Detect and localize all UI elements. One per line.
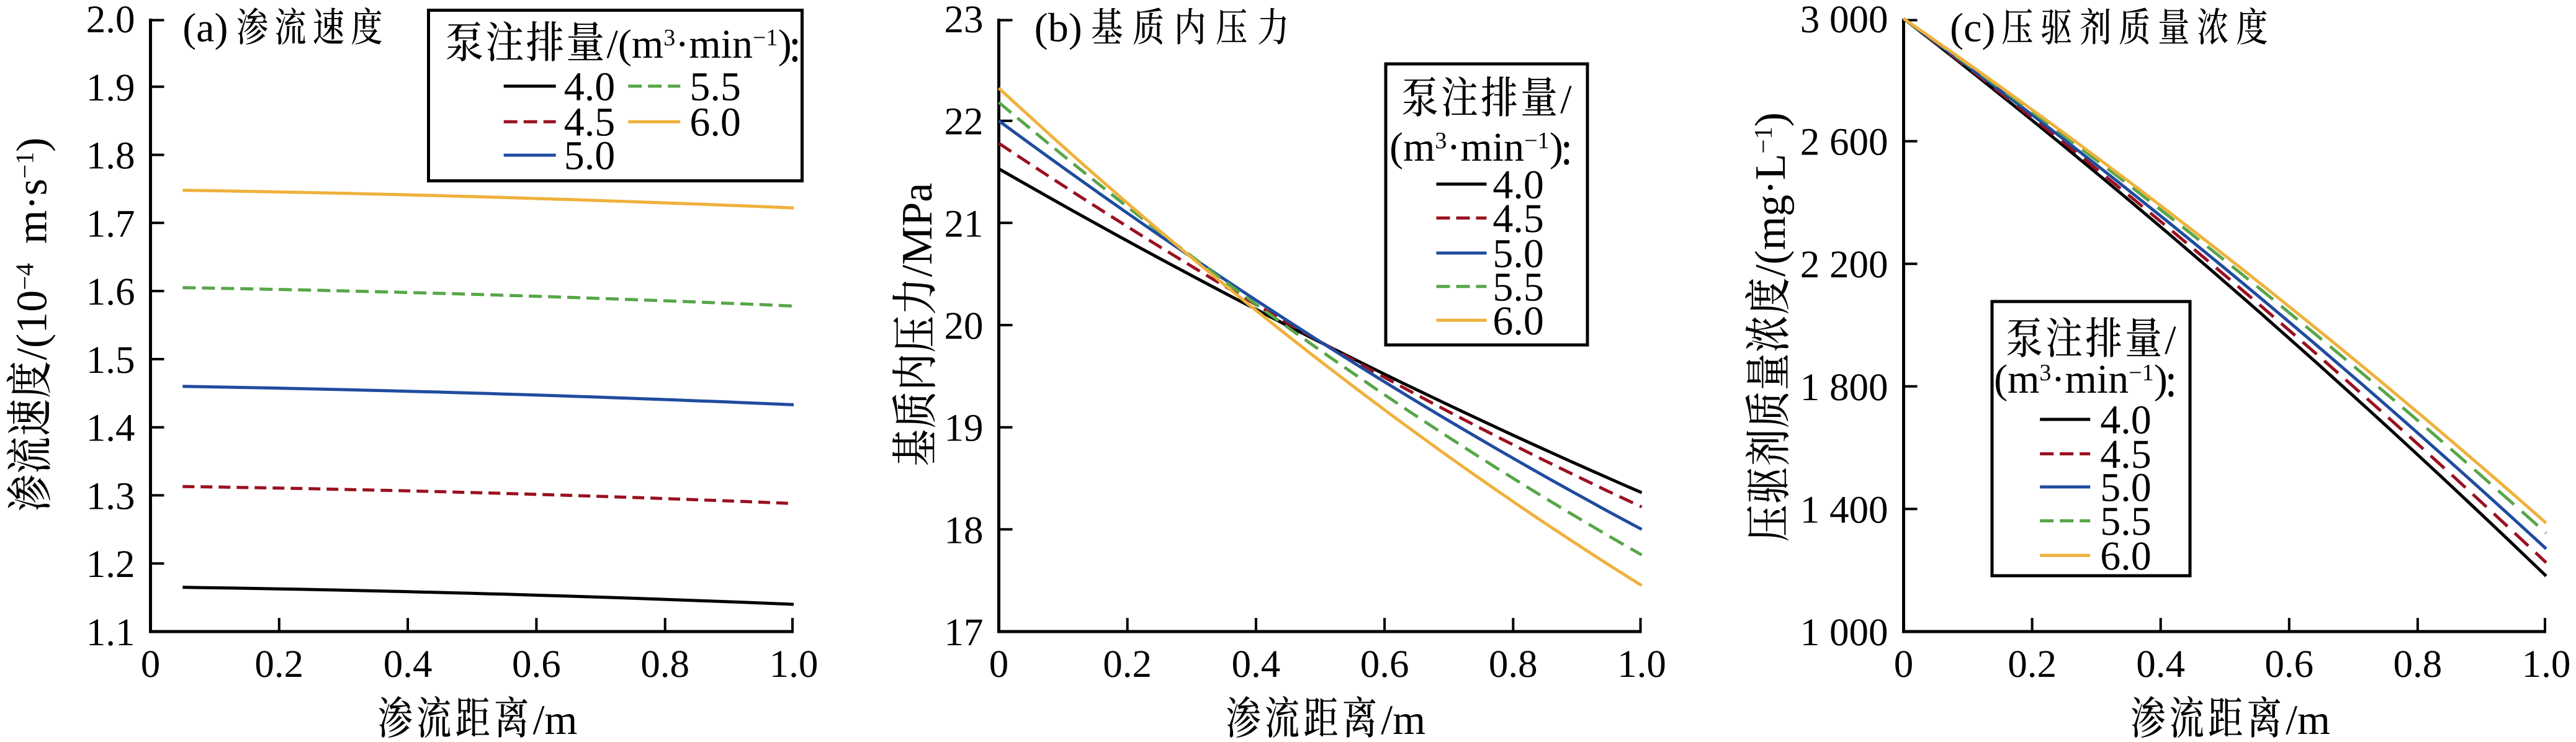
svg-text:0.2: 0.2: [2008, 642, 2057, 686]
svg-text:0.6: 0.6: [512, 642, 561, 686]
svg-text:/MPa: /MPa: [894, 183, 941, 277]
svg-text:): ): [1747, 112, 1795, 127]
svg-text:0.8: 0.8: [2394, 642, 2443, 686]
svg-text:5.0: 5.0: [2100, 465, 2152, 510]
svg-text:0.8: 0.8: [640, 642, 689, 686]
svg-text:/m: /m: [533, 696, 578, 742]
svg-text:5.0: 5.0: [1492, 231, 1544, 276]
svg-text:/(m: /(m: [607, 22, 664, 67]
svg-text:4.0: 4.0: [2100, 398, 2152, 443]
svg-text:0: 0: [1894, 642, 1914, 686]
svg-text:0: 0: [141, 642, 160, 686]
svg-text:6.0: 6.0: [1492, 298, 1544, 344]
svg-text:0.6: 0.6: [1360, 642, 1409, 686]
svg-text:4.0: 4.0: [564, 64, 616, 109]
svg-text:−1: −1: [2129, 360, 2153, 386]
svg-text:19: 19: [945, 406, 984, 450]
svg-text:0.8: 0.8: [1489, 642, 1538, 686]
svg-text:1.7: 1.7: [86, 202, 135, 245]
svg-text:(m: (m: [1389, 125, 1435, 170]
svg-text:(c): (c): [1950, 6, 1995, 51]
svg-text:3: 3: [1435, 128, 1447, 154]
svg-text:2 600: 2 600: [1800, 120, 1888, 164]
svg-text:1.5: 1.5: [86, 338, 135, 382]
svg-text:20: 20: [945, 304, 984, 347]
svg-text:1.0: 1.0: [2522, 642, 2571, 686]
svg-text:/: /: [1560, 77, 1572, 122]
svg-text:1 000: 1 000: [1800, 610, 1888, 654]
svg-text:): ): [2154, 357, 2168, 402]
svg-text:): ): [778, 22, 792, 67]
svg-text:1.4: 1.4: [86, 406, 135, 450]
svg-text:0.4: 0.4: [1232, 642, 1281, 686]
svg-text:0.4: 0.4: [2136, 642, 2185, 686]
svg-text:5.5: 5.5: [1492, 264, 1544, 310]
svg-text:0: 0: [989, 642, 1009, 686]
svg-text:): ): [9, 137, 56, 151]
svg-text:−1: −1: [1524, 128, 1549, 154]
svg-text:5.5: 5.5: [689, 64, 741, 109]
svg-text:17: 17: [945, 610, 984, 654]
svg-text:1.0: 1.0: [1617, 642, 1666, 686]
svg-text:1.6: 1.6: [86, 270, 135, 313]
svg-text:·min: ·min: [2052, 357, 2129, 402]
svg-text:−1: −1: [1749, 127, 1777, 154]
svg-text:/m: /m: [2286, 696, 2330, 742]
svg-text:·min: ·min: [1447, 125, 1525, 170]
svg-text:1.8: 1.8: [86, 134, 135, 177]
svg-text:1.9: 1.9: [86, 66, 135, 109]
svg-text:1.1: 1.1: [86, 610, 135, 654]
svg-text:−1: −1: [11, 151, 39, 179]
svg-text:4.5: 4.5: [1492, 196, 1544, 241]
svg-text:−4: −4: [11, 263, 39, 290]
svg-text:2 200: 2 200: [1800, 243, 1888, 286]
svg-text:23: 23: [945, 0, 984, 41]
svg-text:2.0: 2.0: [86, 0, 135, 41]
svg-text:/: /: [2165, 318, 2176, 363]
svg-text:5.0: 5.0: [564, 133, 616, 179]
svg-text:21: 21: [945, 202, 984, 245]
svg-text:/(mg·L: /(mg·L: [1747, 154, 1795, 277]
svg-text:0.4: 0.4: [384, 642, 433, 686]
svg-text:3: 3: [2039, 360, 2051, 386]
svg-text:5.5: 5.5: [2100, 499, 2152, 544]
svg-text:1 400: 1 400: [1800, 488, 1888, 531]
svg-text:22: 22: [945, 100, 984, 143]
svg-text:0.2: 0.2: [254, 642, 303, 686]
svg-text:4.5: 4.5: [564, 100, 616, 145]
svg-text:6.0: 6.0: [689, 100, 741, 145]
svg-text:(m: (m: [1994, 357, 2039, 402]
svg-text:1.3: 1.3: [86, 474, 135, 517]
svg-text:0.6: 0.6: [2264, 642, 2313, 686]
svg-text:1 800: 1 800: [1800, 365, 1888, 409]
svg-text:3: 3: [663, 25, 675, 51]
svg-text:1.0: 1.0: [770, 642, 819, 686]
svg-text:4.0: 4.0: [1492, 162, 1544, 207]
svg-text:3 000: 3 000: [1800, 0, 1888, 41]
svg-text:4.5: 4.5: [2100, 432, 2152, 477]
svg-text:−1: −1: [753, 25, 778, 51]
svg-text:(a): (a): [182, 6, 228, 51]
svg-text:0.2: 0.2: [1103, 642, 1152, 686]
svg-text:/(10: /(10: [9, 290, 56, 360]
svg-text:/m: /m: [1381, 696, 1425, 742]
svg-text:·min: ·min: [675, 22, 753, 67]
svg-text:18: 18: [945, 508, 984, 552]
svg-text:m·s: m·s: [9, 179, 56, 264]
svg-text:): ): [1550, 125, 1563, 170]
svg-text:1.2: 1.2: [86, 542, 135, 586]
svg-text:(b): (b): [1034, 6, 1082, 51]
svg-text:6.0: 6.0: [2100, 534, 2152, 579]
